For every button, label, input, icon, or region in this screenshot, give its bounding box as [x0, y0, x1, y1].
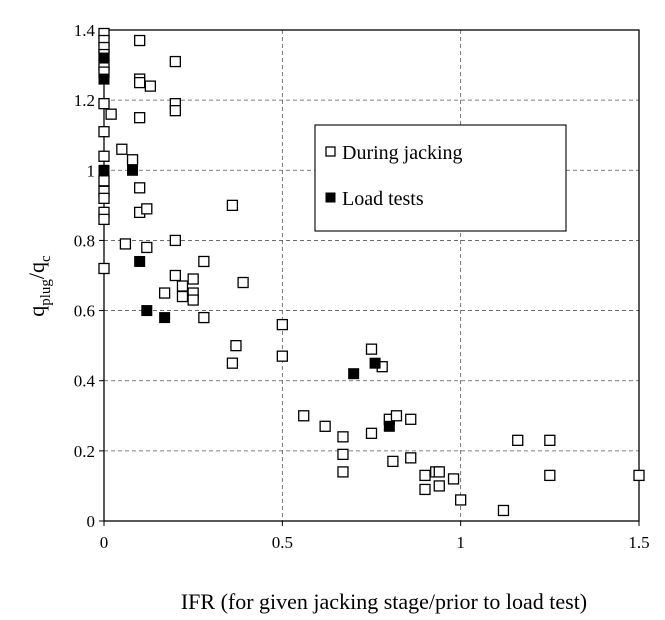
load-test-point — [369, 357, 381, 369]
legend-label-during-jacking: During jacking — [342, 142, 463, 164]
x-tick-label: 1 — [456, 533, 465, 552]
during-jacking-point — [405, 452, 417, 464]
load-test-point — [348, 368, 360, 380]
during-jacking-point — [105, 108, 117, 120]
during-jacking-point — [455, 494, 467, 506]
during-jacking-point — [419, 483, 431, 496]
during-jacking-point — [390, 410, 403, 422]
during-jacking-point — [134, 182, 146, 194]
during-jacking-point — [298, 410, 310, 422]
during-jacking-point — [276, 318, 288, 331]
during-jacking-point — [230, 339, 242, 352]
legend-marker-during-jacking — [325, 146, 336, 157]
during-jacking-point — [276, 350, 288, 362]
during-jacking-point — [544, 469, 556, 482]
axis-ticks: 0 0.2 0.4 0.6 0.8 1 1.2 1.4 0 0.5 1 1.5 — [74, 21, 650, 552]
during-jacking-point — [134, 76, 146, 89]
during-jacking-point — [98, 126, 110, 138]
during-jacking-point — [187, 294, 199, 306]
grid-lines — [104, 30, 639, 521]
load-test-point — [159, 312, 171, 324]
during-jacking-point — [405, 413, 417, 425]
plot-area-frame — [103, 29, 640, 522]
during-jacking-point — [98, 192, 110, 204]
legend-label-load-tests: Load tests — [342, 188, 424, 210]
load-test-point — [383, 420, 395, 432]
during-jacking-point — [144, 80, 157, 92]
during-jacking-point — [126, 154, 139, 166]
y-tick-label: 0.8 — [74, 231, 95, 250]
during-jacking-point — [134, 34, 146, 47]
x-tick-label: 0 — [100, 533, 109, 552]
y-tick-label: 1.2 — [74, 91, 95, 110]
y-tick-label: 0.2 — [74, 442, 95, 461]
during-jacking-point — [419, 469, 431, 482]
during-jacking-point — [98, 150, 110, 162]
y-tick-label: 1 — [87, 161, 96, 180]
y-tick-label: 0.6 — [74, 302, 95, 321]
during-jacking-point — [319, 420, 331, 432]
during-jacking-point — [433, 480, 445, 492]
during-jacking-point — [447, 473, 460, 485]
during-jacking-point — [512, 434, 524, 446]
during-jacking-point — [497, 504, 510, 517]
y-tick-label: 0 — [87, 512, 96, 531]
during-jacking-point — [98, 262, 110, 275]
during-jacking-point — [337, 448, 349, 461]
during-jacking-point — [337, 466, 349, 478]
during-jacking-point — [116, 143, 128, 155]
x-axis-title: IFR (for given jacking stage/prior to lo… — [181, 589, 587, 614]
data-points — [98, 27, 645, 517]
load-test-point — [127, 164, 139, 176]
y-axis-title: qplug/qc — [24, 255, 54, 317]
during-jacking-point — [98, 213, 110, 226]
during-jacking-point — [141, 203, 153, 215]
during-jacking-point — [433, 466, 445, 478]
during-jacking-point — [633, 469, 645, 482]
during-jacking-point — [169, 105, 181, 117]
during-jacking-point — [237, 276, 249, 289]
during-jacking-point — [544, 434, 556, 446]
during-jacking-point — [176, 280, 189, 292]
legend-box — [314, 124, 567, 232]
during-jacking-point — [226, 199, 239, 212]
during-jacking-point — [169, 234, 181, 247]
during-jacking-point — [98, 98, 110, 110]
during-jacking-point — [176, 290, 189, 303]
load-test-point — [98, 52, 110, 64]
during-jacking-point — [365, 343, 378, 355]
during-jacking-point — [98, 175, 110, 187]
load-test-point — [141, 305, 153, 317]
load-test-point — [98, 73, 110, 85]
load-test-point — [134, 255, 146, 267]
during-jacking-point — [169, 55, 181, 68]
during-jacking-point — [158, 287, 171, 299]
y-tick-label: 0.4 — [74, 372, 96, 391]
y-tick-label: 1.4 — [74, 21, 96, 40]
during-jacking-point — [337, 431, 349, 443]
load-test-point — [98, 164, 110, 176]
during-jacking-point — [169, 269, 181, 282]
during-jacking-point — [198, 255, 210, 268]
during-jacking-point — [387, 455, 399, 468]
during-jacking-point — [187, 273, 199, 285]
during-jacking-point — [141, 241, 153, 254]
during-jacking-point — [119, 238, 132, 250]
during-jacking-point — [134, 112, 146, 124]
x-tick-label: 1.5 — [628, 533, 649, 552]
during-jacking-point — [198, 311, 210, 324]
during-jacking-point — [365, 427, 378, 439]
x-tick-label: 0.5 — [272, 533, 293, 552]
during-jacking-point — [226, 357, 239, 369]
legend: During jacking Load tests — [314, 124, 567, 232]
legend-marker-load-tests — [325, 192, 336, 203]
